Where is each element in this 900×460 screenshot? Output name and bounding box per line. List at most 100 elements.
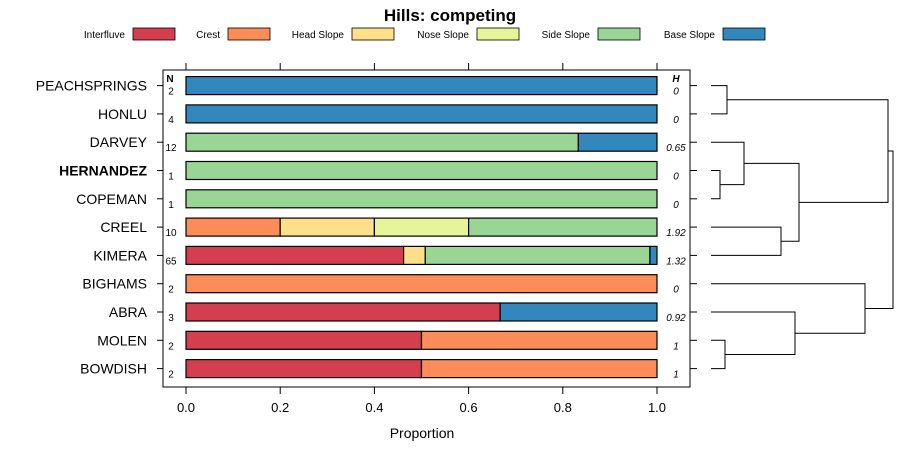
row-hernandez: HERNANDEZ 1 0 — [59, 160, 697, 183]
bar-segment-base-slope — [577, 132, 658, 152]
row-label: BIGHAMS — [82, 276, 147, 292]
legend-label-interfluve: Interfluve — [84, 30, 126, 41]
bar-segment-nose-slope — [373, 217, 470, 237]
x-tick-label: 1.0 — [648, 400, 666, 415]
bar-segment-base-slope — [649, 245, 658, 265]
bar-segment-crest — [420, 330, 658, 350]
plot-panel — [162, 69, 691, 388]
h-value: 0 — [673, 115, 679, 126]
n-value: 4 — [168, 115, 174, 126]
dendrogram — [711, 85, 894, 370]
dendrogram-link — [711, 339, 726, 370]
n-header: N — [166, 74, 173, 85]
x-tick-label: 0.8 — [554, 400, 572, 415]
row-peachsprings: PEACHSPRINGS 2 0 — [36, 75, 697, 98]
n-value: 2 — [168, 285, 174, 296]
row-bighams: BIGHAMS 2 0 — [82, 274, 697, 296]
bar-segment-side-slope — [185, 189, 658, 209]
bar-segment-side-slope — [468, 217, 658, 237]
x-tick-label: 0.0 — [177, 400, 195, 415]
bar-segment-interfluve — [185, 330, 423, 350]
legend-label-nose-slope: Nose Slope — [417, 30, 469, 41]
bar-segment-base-slope — [185, 104, 658, 124]
x-tick-label: 0.6 — [460, 400, 478, 415]
h-value: 1 — [673, 341, 679, 352]
x-axis-label: Proportion — [390, 425, 455, 441]
row-bowdish: BOWDISH 2 1 — [80, 359, 697, 381]
row-molen: MOLEN 2 1 — [97, 330, 697, 352]
h-value: 1.32 — [666, 256, 686, 267]
h-value: 0 — [673, 200, 679, 211]
bar-segment-head-slope — [279, 217, 376, 237]
row-copeman: COPEMAN 1 0 — [76, 189, 697, 211]
n-value: 3 — [168, 313, 174, 324]
legend-label-head-slope: Head Slope — [292, 30, 345, 41]
dendrogram-link — [711, 85, 728, 115]
dendrogram-link — [727, 99, 889, 203]
bar-segment-crest — [185, 274, 658, 294]
chart-title: Hills: competing — [384, 6, 516, 25]
n-value: 2 — [168, 370, 174, 381]
h-value: 0 — [673, 285, 679, 296]
row-label: HONLU — [98, 106, 147, 122]
n-value: 1 — [168, 200, 174, 211]
h-header: H — [672, 74, 680, 85]
h-value: 0 — [673, 172, 679, 183]
x-tick-label: 0.2 — [271, 400, 289, 415]
dendrogram-link — [744, 162, 800, 242]
legend-swatch-nose-slope — [476, 27, 520, 41]
legend-swatch-crest — [227, 27, 271, 41]
row-label: PEACHSPRINGS — [36, 78, 147, 94]
dendrogram-link — [711, 283, 866, 334]
dendrogram-link — [711, 311, 796, 355]
row-label: DARVEY — [90, 134, 148, 150]
legend-label-side-slope: Side Slope — [542, 30, 591, 41]
legend-swatch-side-slope — [597, 27, 641, 41]
row-label: CREEL — [100, 219, 147, 235]
bar-segment-head-slope — [403, 245, 426, 265]
row-honlu: HONLU 4 0 — [98, 104, 697, 126]
dendrogram-link — [711, 226, 782, 256]
bar-segment-side-slope — [185, 160, 658, 181]
n-value: 10 — [165, 228, 177, 239]
dendrogram-link — [711, 141, 745, 186]
legend-swatch-base-slope — [722, 27, 766, 41]
dendrogram-link — [865, 150, 894, 309]
row-kimera: KIMERA 65 1.32 — [93, 245, 697, 267]
bar-segment-interfluve — [185, 302, 501, 322]
legend: Interfluve Crest Head Slope Nose Slope Side … — [84, 27, 766, 41]
bar-segment-side-slope — [424, 245, 651, 265]
h-value: 0.65 — [666, 143, 686, 154]
row-abra: ABRA 3 0.92 — [109, 302, 697, 324]
n-value: 2 — [168, 341, 174, 352]
row-label: MOLEN — [97, 332, 147, 348]
x-axis: 0.0 0.2 0.4 0.6 0.8 1.0 — [177, 387, 666, 415]
row-creel: CREEL 10 1.92 — [100, 217, 697, 239]
row-darvey: DARVEY 12 0.65 — [90, 132, 697, 154]
dendrogram-link — [711, 170, 721, 200]
bar-segment-crest — [185, 217, 281, 237]
n-value: 65 — [165, 256, 177, 267]
row-label: HERNANDEZ — [59, 163, 147, 179]
h-value: 0.92 — [666, 313, 686, 324]
legend-swatch-interfluve — [132, 27, 176, 41]
bar-segment-interfluve — [185, 359, 423, 379]
n-value: 1 — [168, 172, 174, 183]
h-value: 1.92 — [666, 228, 686, 239]
row-label: BOWDISH — [80, 361, 147, 377]
bar-segment-side-slope — [185, 132, 579, 152]
legend-label-base-slope: Base Slope — [664, 30, 716, 41]
bar-segment-crest — [420, 359, 658, 379]
x-tick-label: 0.4 — [365, 400, 383, 415]
row-label: KIMERA — [93, 247, 147, 263]
bar-segment-base-slope — [499, 302, 658, 322]
legend-swatch-head-slope — [351, 27, 395, 41]
legend-label-crest: Crest — [196, 30, 220, 41]
row-label: ABRA — [109, 304, 148, 320]
bar-segment-base-slope — [185, 75, 658, 96]
n-value: 12 — [165, 143, 177, 154]
n-value: 2 — [168, 87, 174, 98]
row-label: COPEMAN — [76, 191, 147, 207]
